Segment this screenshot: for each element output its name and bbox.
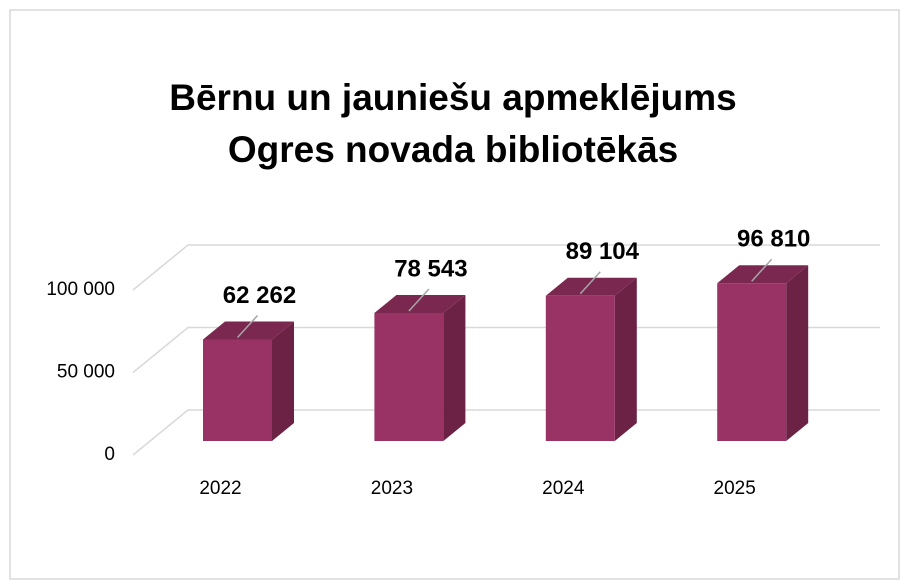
bar-top: [203, 321, 294, 340]
grid-line: [132, 326, 880, 374]
chart-title: Bērnu un jauniešu apmeklējums Ogres nova…: [169, 77, 737, 170]
title-box: Bērnu un jauniešu apmeklējums Ogres nova…: [0, 72, 906, 176]
bar: [545, 295, 615, 441]
data-label: 89 104: [566, 238, 640, 265]
x-tick-label: 2022: [199, 478, 241, 499]
data-label: 78 543: [394, 255, 467, 282]
y-tick-label: 50 000: [57, 362, 115, 383]
y-tick-label: 100 000: [46, 279, 115, 300]
bar-side: [786, 265, 809, 441]
bar-side: [272, 321, 294, 441]
data-label: 96 810: [737, 226, 810, 253]
bar-top: [545, 277, 637, 296]
grid-line: [132, 244, 880, 291]
leader-line: [236, 315, 259, 339]
x-tick-label: 2023: [371, 478, 413, 499]
bar-top: [374, 294, 466, 313]
leader-line: [579, 271, 601, 295]
data-label: 62 262: [223, 282, 296, 309]
x-tick-label: 2024: [542, 478, 585, 499]
grid-line: [132, 409, 880, 456]
bar-top: [717, 265, 809, 284]
bar-side: [443, 294, 466, 441]
x-tick-label: 2025: [714, 478, 756, 499]
bar: [374, 312, 444, 441]
leader-line: [408, 288, 430, 312]
y-tick-label: 0: [104, 444, 115, 465]
bar: [203, 339, 272, 441]
leader-line: [751, 258, 773, 282]
bar-side: [614, 277, 637, 441]
bar: [717, 283, 787, 441]
